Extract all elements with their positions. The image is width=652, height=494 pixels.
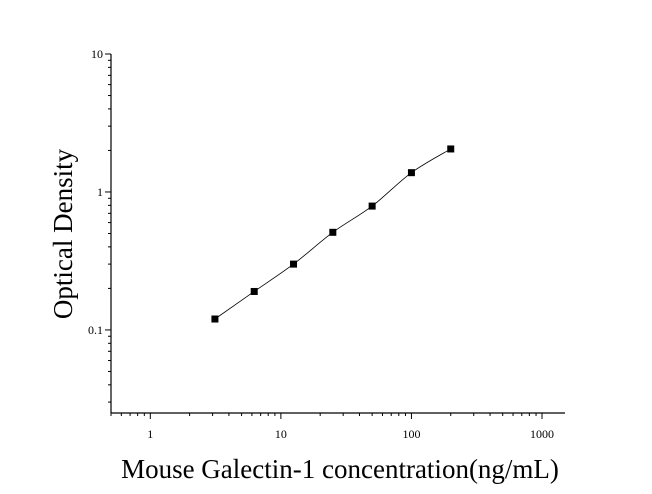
x-tick-label: 100 [402,427,420,441]
data-point [250,287,258,295]
data-point [447,145,455,153]
data-point [407,169,415,177]
data-points [211,145,455,323]
y-tick-label: 1 [97,185,103,199]
data-point [368,202,376,210]
y-tick-label: 10 [91,47,103,61]
x-tick-label: 1 [147,427,153,441]
y-tick-label: 0.1 [88,323,103,337]
ticks: 1 10 100 1000 0.1 1 10 [88,47,554,441]
data-point [211,315,219,323]
axes [110,54,565,414]
x-tick-label: 1000 [530,427,554,441]
x-axis-label: Mouse Galectin-1 concentration(ng/mL) [121,454,559,484]
y-axis-label: Optical Density [48,148,78,319]
data-point [290,260,298,268]
data-point [329,228,337,236]
x-tick-label: 10 [275,427,287,441]
